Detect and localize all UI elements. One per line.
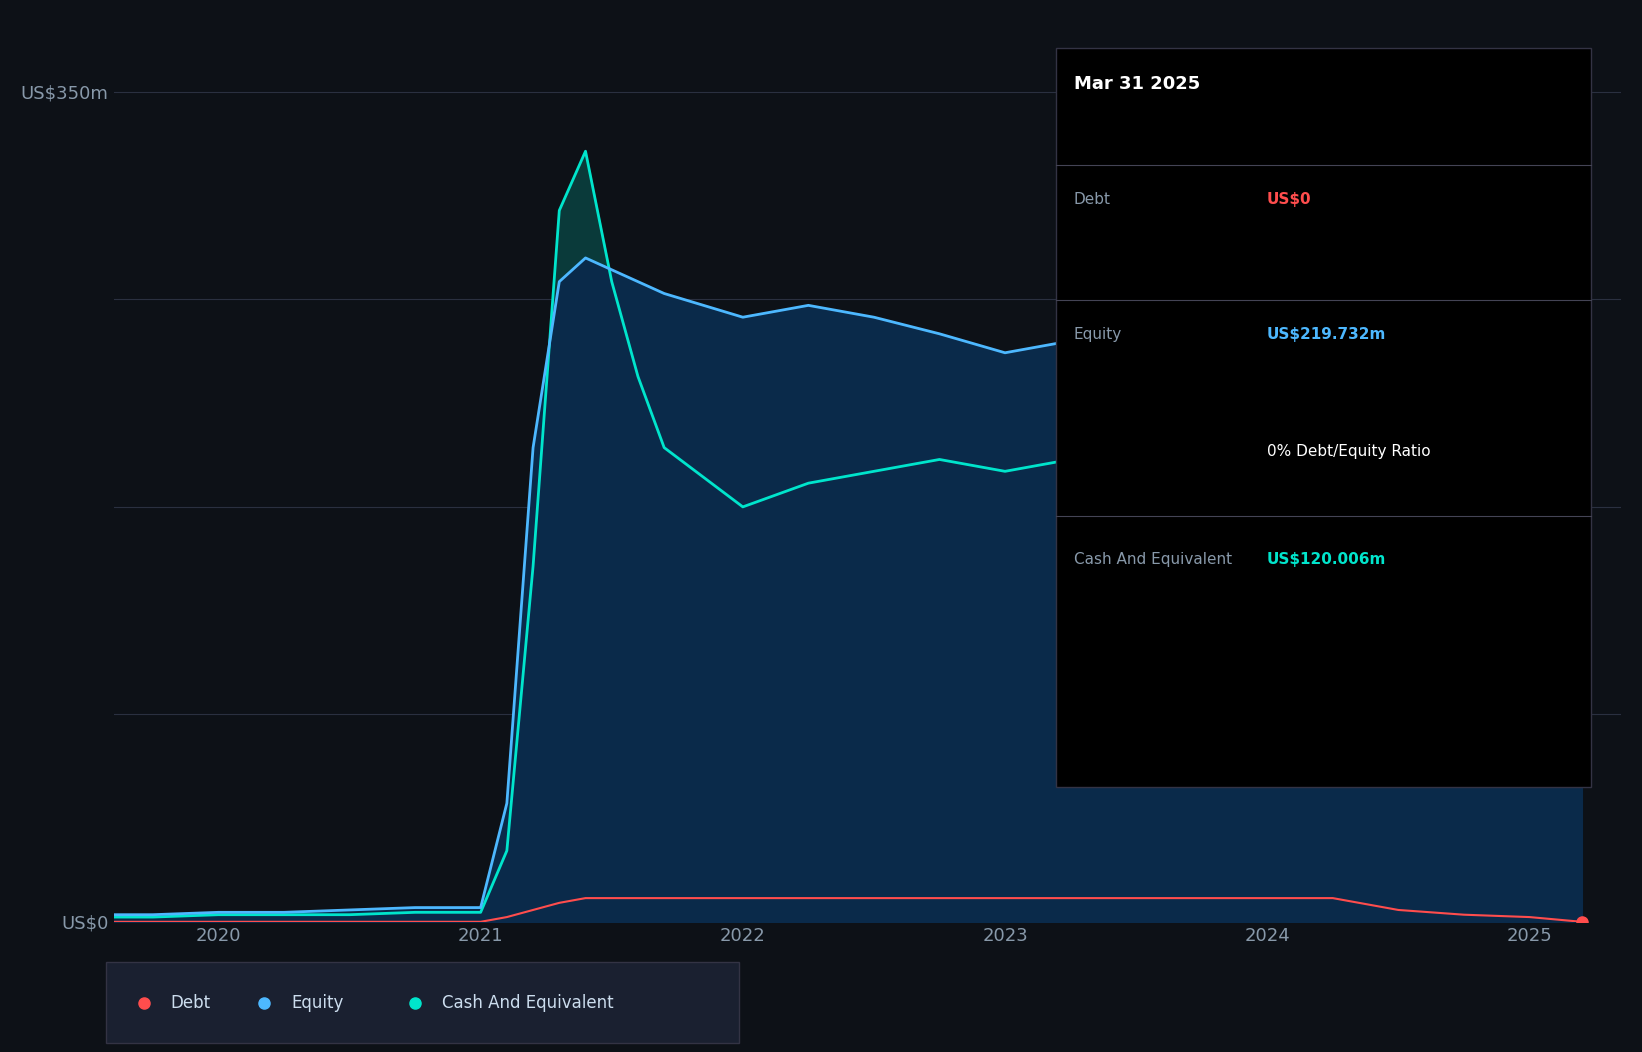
Text: US$219.732m: US$219.732m <box>1268 327 1386 342</box>
Text: US$120.006m: US$120.006m <box>1268 552 1386 567</box>
Text: Debt: Debt <box>171 994 210 1012</box>
Text: Equity: Equity <box>1074 327 1121 342</box>
FancyBboxPatch shape <box>1056 47 1591 787</box>
Text: Mar 31 2025: Mar 31 2025 <box>1074 75 1200 93</box>
Text: Debt: Debt <box>1074 193 1112 207</box>
Text: Cash And Equivalent: Cash And Equivalent <box>442 994 614 1012</box>
Text: Equity: Equity <box>292 994 343 1012</box>
Text: Cash And Equivalent: Cash And Equivalent <box>1074 552 1232 567</box>
FancyBboxPatch shape <box>107 963 739 1044</box>
Text: 0% Debt/Equity Ratio: 0% Debt/Equity Ratio <box>1268 444 1430 460</box>
Text: US$0: US$0 <box>1268 193 1312 207</box>
